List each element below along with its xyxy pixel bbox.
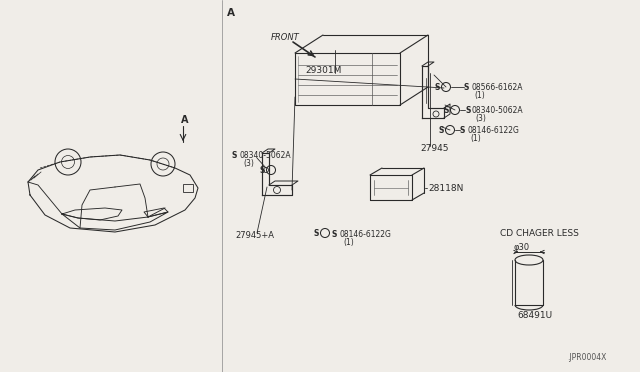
Text: CD CHAGER LESS: CD CHAGER LESS (500, 228, 579, 237)
Text: 08340-5062A: 08340-5062A (239, 151, 291, 160)
Text: FRONT: FRONT (271, 32, 300, 42)
Text: S: S (465, 106, 470, 115)
Text: (1): (1) (470, 134, 481, 142)
Text: S: S (435, 83, 440, 92)
Text: φ30: φ30 (514, 243, 530, 251)
Text: S: S (444, 106, 449, 115)
Text: S: S (314, 228, 319, 237)
Text: 08566-6162A: 08566-6162A (471, 83, 522, 92)
Text: S: S (464, 83, 469, 92)
Text: S: S (460, 125, 465, 135)
Text: S: S (260, 166, 265, 174)
Text: 08340-5062A: 08340-5062A (472, 106, 524, 115)
Text: (1): (1) (474, 90, 484, 99)
Text: (3): (3) (475, 113, 486, 122)
Text: 29301M: 29301M (305, 65, 341, 74)
Text: A: A (227, 8, 235, 18)
Text: 27945+A: 27945+A (235, 231, 274, 240)
Text: 68491U: 68491U (517, 311, 552, 320)
Text: S: S (232, 151, 237, 160)
Text: .JPR0004X: .JPR0004X (567, 353, 606, 362)
Text: A: A (181, 115, 189, 125)
Text: (3): (3) (243, 158, 254, 167)
Text: 27945: 27945 (420, 144, 449, 153)
Text: 28118N: 28118N (428, 183, 463, 192)
Text: 08146-6122G: 08146-6122G (467, 125, 519, 135)
Text: S: S (332, 230, 337, 238)
Text: S: S (438, 125, 444, 135)
Text: (1): (1) (343, 237, 354, 247)
Text: 08146-6122G: 08146-6122G (339, 230, 391, 238)
